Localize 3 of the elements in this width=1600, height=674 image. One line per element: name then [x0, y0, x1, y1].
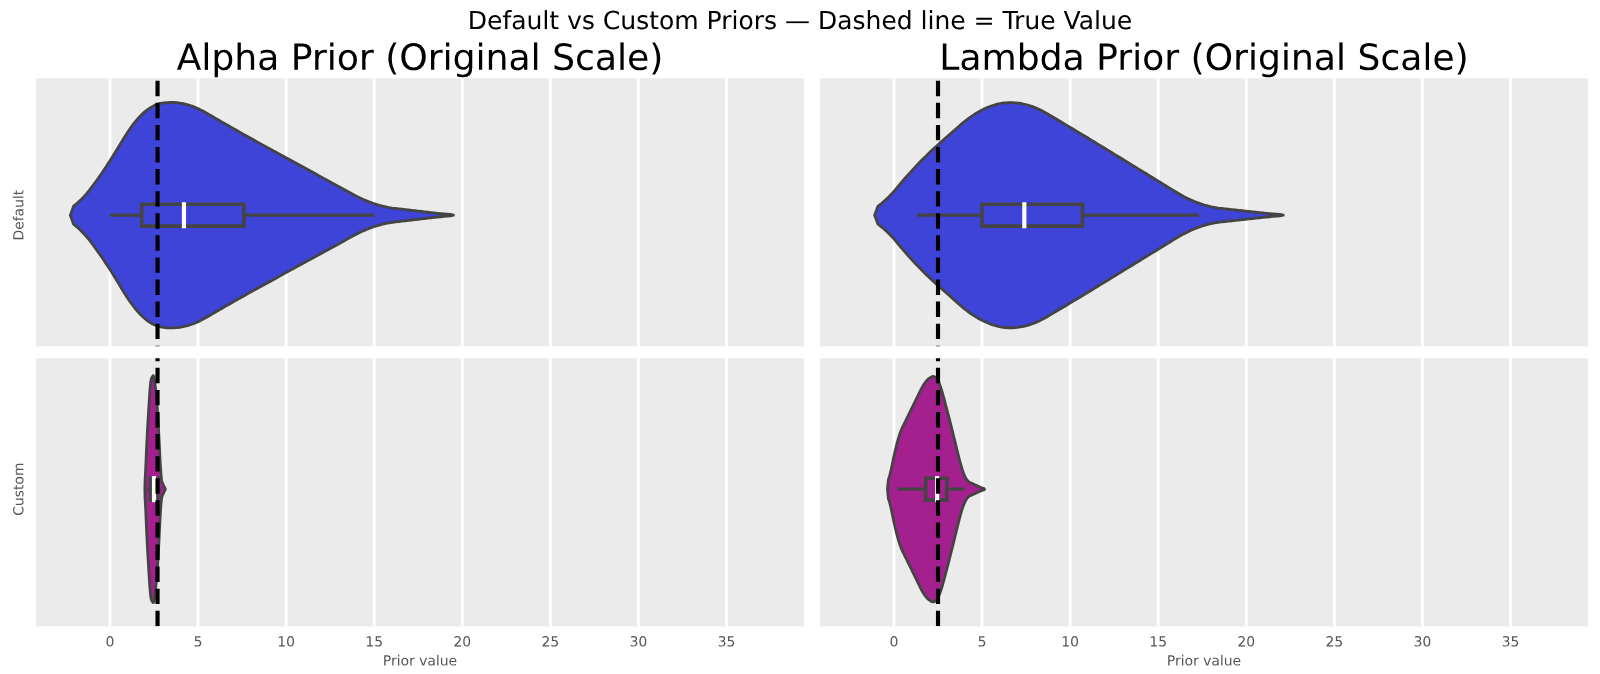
- chart-title: Lambda Prior (Original Scale): [942, 42, 1466, 78]
- chart-title: Alpha Prior (Original Scale): [176, 42, 661, 78]
- text: Default vs Custom Priors — Dashed line = True Value: [470, 10, 1131, 30]
